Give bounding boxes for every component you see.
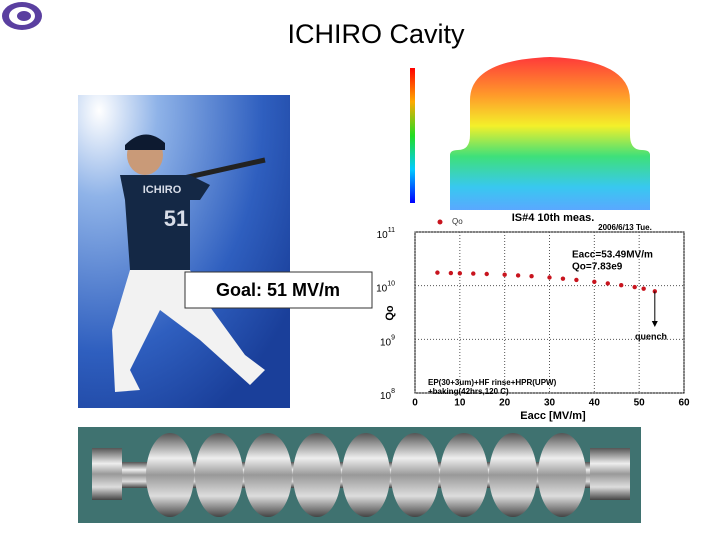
slide-title: ICHIRO Cavity: [287, 19, 465, 49]
x-axis-label: Eacc [MV/m]: [520, 410, 586, 422]
y-tick-base: 10: [380, 337, 392, 348]
field-map: [405, 55, 650, 210]
data-point: [592, 279, 597, 285]
data-point: [547, 275, 552, 280]
data-point: [529, 274, 534, 279]
player-photo: ICHIRO 51: [78, 95, 290, 408]
cavity-photo: [78, 427, 641, 523]
y-tick-label: 108: [380, 388, 395, 402]
annotation: quench: [635, 331, 667, 341]
data-point: [471, 271, 476, 276]
goal-label: Goal: 51 MV/m: [216, 280, 340, 300]
annotation: 2006/6/13 Tue.: [598, 223, 652, 232]
y-tick-exponent: 8: [391, 388, 395, 395]
x-tick-label: 10: [454, 398, 466, 409]
data-point: [560, 276, 566, 281]
x-tick-label: 60: [678, 398, 690, 409]
annotation: +baking(42hrs,120 C): [428, 387, 509, 396]
data-point: [502, 272, 507, 277]
annotation: EP(30+3um)+HF rinse+HPR(UPW): [428, 378, 557, 387]
x-tick-label: 50: [634, 398, 646, 409]
y-tick-label: 1010: [376, 281, 395, 295]
legend-marker: [437, 219, 443, 225]
jersey-name: ICHIRO: [143, 184, 182, 196]
data-point: [435, 270, 440, 275]
chart-title: IS#4 10th meas.: [512, 212, 595, 224]
y-tick-base: 10: [376, 283, 388, 294]
y-tick-label: 1011: [377, 227, 395, 241]
data-point: [652, 289, 658, 294]
y-axis-label: Qo: [384, 305, 396, 321]
y-tick-exponent: 11: [388, 227, 395, 234]
chart-background: [375, 210, 695, 425]
data-point: [457, 271, 463, 276]
y-tick-label: 109: [380, 334, 395, 348]
data-point: [619, 283, 624, 288]
x-tick-label: 0: [412, 398, 418, 409]
data-point: [641, 286, 646, 291]
quench-arrow-head: [651, 321, 658, 327]
y-tick-base: 10: [377, 230, 389, 241]
data-point: [632, 284, 637, 290]
x-tick-label: 40: [589, 398, 601, 409]
data-point: [484, 271, 489, 277]
jersey-number: 51: [164, 206, 188, 231]
goal-box: [184, 271, 373, 309]
annotation: Eacc=53.49MV/m: [572, 250, 653, 261]
data-point: [515, 273, 521, 278]
y-tick-base: 10: [380, 391, 392, 402]
annotation: Qo=7.83e9: [572, 262, 623, 273]
x-tick-label: 30: [544, 398, 556, 409]
data-point: [448, 270, 454, 276]
data-point: [605, 281, 610, 286]
legend-label: Qo: [452, 217, 463, 226]
y-tick-exponent: 9: [391, 334, 395, 341]
y-tick-exponent: 10: [387, 281, 395, 288]
x-tick-label: 20: [499, 398, 511, 409]
data-point: [574, 277, 579, 283]
logo: [2, 2, 42, 30]
